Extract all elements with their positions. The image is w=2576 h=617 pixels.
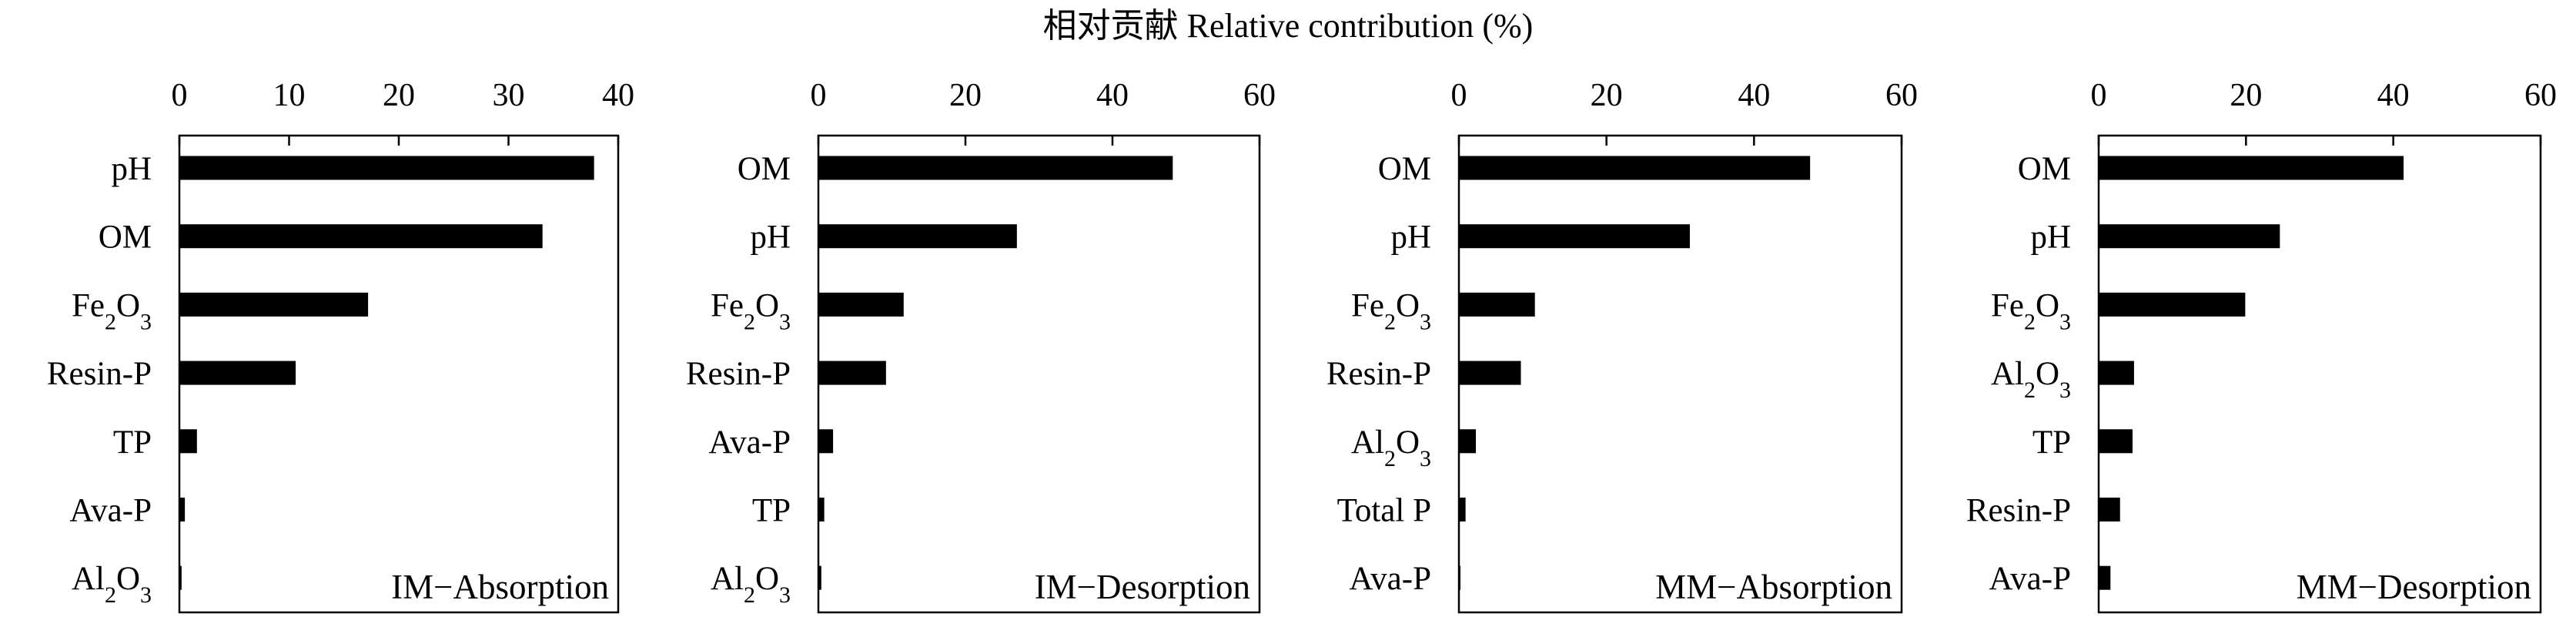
category-label: Ava-P [1349, 561, 1431, 597]
bar [818, 292, 904, 317]
bar [179, 292, 369, 317]
category-label: Fe2O3 [1351, 287, 1431, 334]
panel-label: MM−Absorption [1655, 568, 1892, 606]
category-label: Al2O3 [711, 561, 791, 608]
bar [179, 224, 543, 249]
x-tick-label: 40 [2377, 78, 2410, 113]
bar [179, 429, 197, 454]
x-tick-label: 20 [383, 78, 415, 113]
x-tick-label: 0 [811, 78, 827, 113]
category-label: Fe2O3 [1991, 287, 2071, 334]
bar [818, 429, 834, 454]
x-tick-label: 20 [949, 78, 982, 113]
x-tick-label: 30 [493, 78, 525, 113]
bar [179, 156, 594, 180]
panel-label: MM−Desorption [2297, 568, 2531, 606]
bar [1459, 360, 1521, 385]
bar [2099, 360, 2134, 385]
bar [818, 224, 1017, 249]
panel-1: 0 10 20 30 40 pH OM Fe2O3 Resin-P TP Ava-P Al2O3 IM−… [47, 78, 634, 614]
bar [179, 360, 296, 385]
category-label: Fe2O3 [711, 287, 791, 334]
category-label: OM [738, 151, 791, 187]
category-label: pH [750, 220, 791, 256]
panel-4: 0 20 40 60 OM pH Fe2O3 Al2O3 TP Resin-P Ava-P MM−De… [1966, 78, 2557, 614]
category-label: TP [2032, 424, 2071, 461]
category-label: OM [2018, 151, 2071, 187]
bar [2099, 292, 2246, 317]
bar [818, 360, 886, 385]
x-tick-label: 0 [2091, 78, 2107, 113]
category-label: TP [752, 493, 791, 529]
category-label: TP [113, 424, 152, 461]
bar [1459, 565, 1460, 590]
x-tick-label: 40 [1738, 78, 1770, 113]
bar [2099, 224, 2280, 249]
x-tick-label: 60 [1885, 78, 1918, 113]
category-label: Ava-P [69, 493, 152, 529]
category-label: Fe2O3 [72, 287, 152, 334]
bar [1459, 429, 1477, 454]
bar [1459, 292, 1535, 317]
bar [818, 565, 821, 590]
bar [1459, 156, 1811, 180]
panels-group: 0 10 20 30 40 pH OM Fe2O3 Resin-P TP Ava-P Al2O3 IM−… [47, 78, 2557, 614]
bar [1459, 498, 1466, 521]
x-tick-label: 10 [273, 78, 306, 113]
category-label: OM [99, 220, 152, 256]
panel-2: 0 20 40 60 OM pH Fe2O3 Resin-P Ava-P TP Al2O3 IM−De… [686, 78, 1276, 614]
category-label: Resin-P [47, 356, 152, 392]
bar [179, 565, 182, 590]
category-label: Total P [1337, 493, 1431, 529]
category-label: pH [2030, 220, 2071, 256]
category-label: Resin-P [686, 356, 791, 392]
category-label: OM [1378, 151, 1431, 187]
figure-x-axis-title: 相对贡献 Relative contribution (%) [1043, 7, 1534, 45]
x-tick-label: 20 [1591, 78, 1623, 113]
x-tick-label: 0 [1451, 78, 1467, 113]
category-label: pH [111, 151, 152, 187]
x-tick-label: 60 [2524, 78, 2557, 113]
x-tick-label: 20 [2230, 78, 2262, 113]
panel-3: 0 20 40 60 OM pH Fe2O3 Resin-P Al2O3 Total P Ava-P… [1326, 78, 1918, 614]
bar [1459, 224, 1690, 249]
category-label: Ava-P [708, 424, 791, 461]
category-label: pH [1390, 220, 1431, 256]
category-label: Al2O3 [72, 561, 152, 608]
x-tick-label: 40 [602, 78, 634, 113]
panel-label: IM−Absorption [391, 568, 609, 606]
bar [179, 498, 186, 521]
plot-frame [2097, 134, 2542, 614]
x-tick-label: 0 [172, 78, 188, 113]
plot-frame [1457, 134, 1903, 614]
category-label: Resin-P [1326, 356, 1431, 392]
panel-label: IM−Desorption [1035, 568, 1250, 606]
category-label: Resin-P [1966, 493, 2071, 529]
bar [2099, 156, 2404, 180]
category-label: Al2O3 [1351, 424, 1431, 471]
bar [2099, 565, 2111, 590]
bar [818, 498, 825, 521]
x-tick-label: 60 [1243, 78, 1276, 113]
category-label: Ava-P [1989, 561, 2071, 597]
bar [2099, 429, 2133, 454]
bar [2099, 498, 2120, 521]
category-label: Al2O3 [1991, 356, 2071, 402]
x-tick-label: 40 [1096, 78, 1129, 113]
bar [818, 156, 1173, 180]
